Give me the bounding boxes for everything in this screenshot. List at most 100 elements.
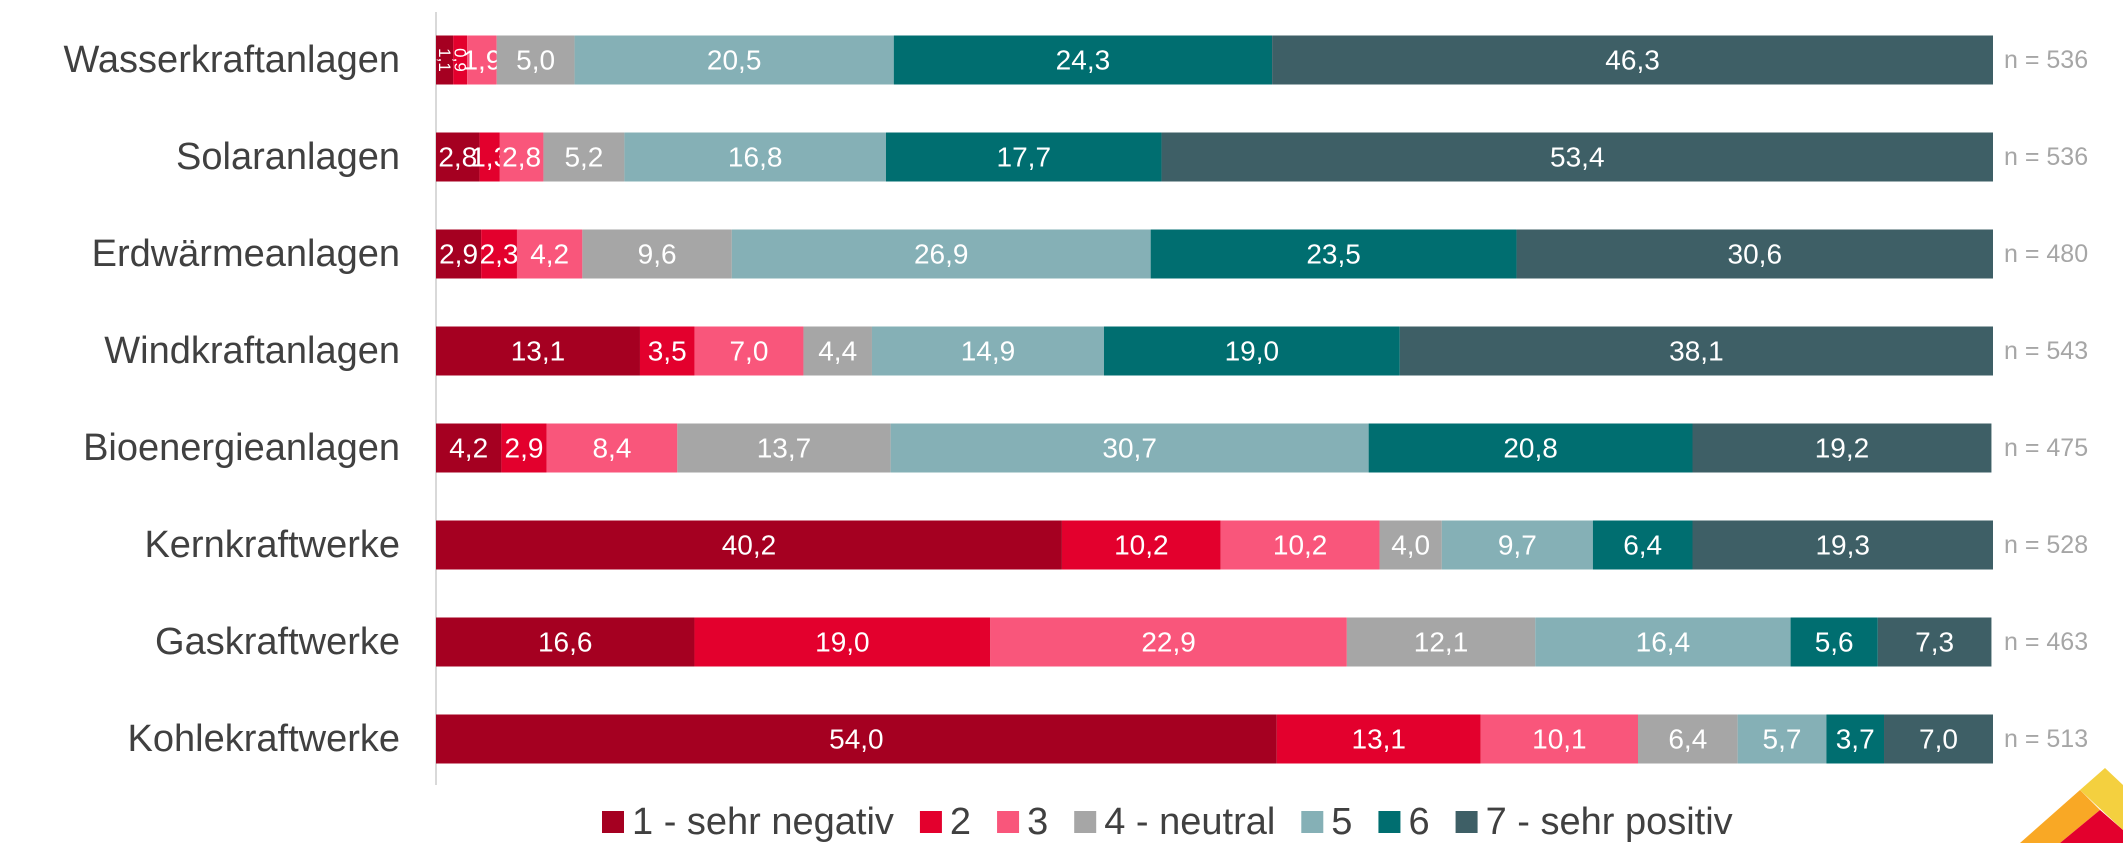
legend-label: 1 - sehr negativ [632, 801, 894, 843]
value-label: 4,2 [449, 433, 488, 464]
bar-segment [1877, 617, 1992, 667]
value-label: 9,6 [638, 239, 677, 270]
value-label: 19,2 [1815, 433, 1870, 464]
bar-segment [677, 423, 891, 473]
bar-segment [885, 132, 1162, 182]
value-label: 2,8 [438, 142, 477, 173]
value-label: 22,9 [1141, 627, 1196, 658]
bar-segment [1441, 520, 1593, 570]
value-label: 26,9 [914, 239, 969, 270]
value-label: 13,1 [511, 336, 566, 367]
bar-segment [582, 229, 732, 279]
category-label: Windkraftanlagen [104, 330, 400, 372]
value-label: 1,1 [435, 48, 454, 72]
category-label: Kohlekraftwerke [128, 718, 400, 760]
value-label: 8,4 [592, 433, 631, 464]
value-label: 5,2 [564, 142, 603, 173]
legend-label: 2 [950, 801, 971, 843]
n-label: n = 536 [2004, 46, 2088, 74]
bar-segment [731, 229, 1151, 279]
value-label: 6,4 [1668, 724, 1707, 755]
bar-segment [1638, 714, 1738, 764]
logo-part [2080, 768, 2123, 830]
bar-segment [436, 423, 502, 473]
value-label: 7,0 [729, 336, 768, 367]
bar-segment [1220, 520, 1380, 570]
value-label: 30,6 [1728, 239, 1783, 270]
bar-segment [1399, 326, 1993, 376]
bar-segment [481, 229, 517, 279]
bar-segment [990, 617, 1347, 667]
value-label: 54,0 [829, 724, 884, 755]
legend-swatch [997, 811, 1020, 833]
value-label: 10,2 [1114, 530, 1169, 561]
bar-segment [639, 326, 695, 376]
logo [2020, 768, 2123, 843]
value-label: 3,7 [1836, 724, 1875, 755]
n-label: n = 536 [2004, 143, 2088, 171]
bar-segment [1826, 714, 1885, 764]
legend-label: 4 - neutral [1104, 801, 1275, 843]
value-label: 30,7 [1102, 433, 1157, 464]
value-label: 14,9 [961, 336, 1016, 367]
bar-segment [624, 132, 886, 182]
bar-segment [543, 132, 625, 182]
n-label: n = 475 [2004, 434, 2088, 462]
n-label: n = 513 [2004, 725, 2088, 753]
bar-segment [1379, 520, 1442, 570]
value-label: 7,0 [1919, 724, 1958, 755]
bar-segment [1061, 520, 1221, 570]
legend-label: 5 [1331, 801, 1352, 843]
bar-segment [1884, 714, 1993, 764]
bar-segment [436, 617, 695, 667]
value-label: 20,8 [1503, 433, 1558, 464]
legend-swatch [602, 811, 624, 833]
value-label: 5,7 [1763, 724, 1802, 755]
value-label: 10,2 [1273, 530, 1328, 561]
value-label: 24,3 [1056, 45, 1111, 76]
bar-segment [546, 423, 678, 473]
legend-swatch [1378, 811, 1401, 833]
value-label: 5,0 [516, 45, 555, 76]
bar-segment [890, 423, 1369, 473]
category-label: Bioenergieanlagen [83, 427, 400, 469]
value-label: 2,9 [505, 433, 544, 464]
bar-segment [499, 132, 544, 182]
legend-label: 6 [1408, 801, 1429, 843]
legend-swatch [1455, 811, 1478, 833]
value-label: 5,6 [1815, 627, 1854, 658]
value-label: 17,7 [997, 142, 1052, 173]
value-label: 19,0 [1225, 336, 1280, 367]
legend-label: 7 - sehr positiv [1486, 801, 1733, 843]
value-label: 12,1 [1414, 627, 1469, 658]
category-label: Kernkraftwerke [144, 524, 400, 566]
value-label: 40,2 [722, 530, 777, 561]
legend-swatch [1074, 811, 1097, 833]
value-label: 46,3 [1605, 45, 1660, 76]
bar-segment [1516, 229, 1993, 279]
value-label: 7,3 [1915, 627, 1954, 658]
value-label: 10,1 [1532, 724, 1587, 755]
bar-segment [1161, 132, 1993, 182]
value-label: 2,8 [502, 142, 541, 173]
n-label: n = 480 [2004, 240, 2088, 268]
bar-segment [436, 132, 480, 182]
logo-part [2020, 790, 2100, 843]
n-label: n = 543 [2004, 337, 2088, 365]
value-label: 20,5 [707, 45, 762, 76]
bar-segment [501, 423, 547, 473]
category-label: Wasserkraftanlagen [63, 39, 400, 81]
bar-segment [1346, 617, 1536, 667]
bar-segment [496, 35, 575, 85]
bar-segment [1737, 714, 1827, 764]
bar-segment [436, 326, 640, 376]
value-label: 4,0 [1391, 530, 1430, 561]
category-label: Erdwärmeanlagen [92, 233, 400, 275]
legend-swatch [1301, 811, 1324, 833]
bar-segment [893, 35, 1273, 85]
category-label: Gaskraftwerke [155, 621, 400, 663]
value-label: 23,5 [1306, 239, 1361, 270]
bar-segment [1103, 326, 1400, 376]
bar-segment [1535, 617, 1791, 667]
